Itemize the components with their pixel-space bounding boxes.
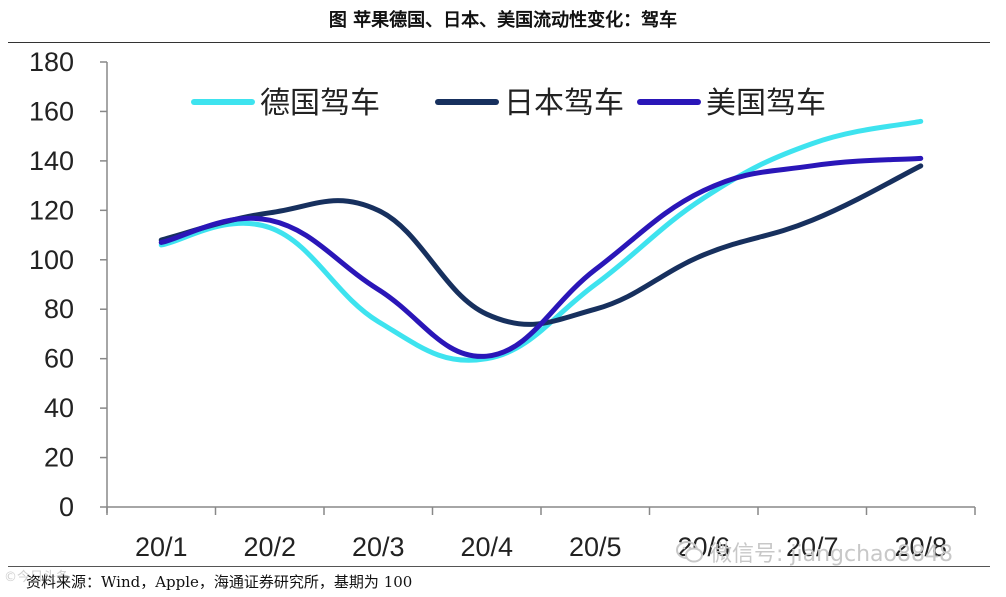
chart-title: 图 苹果德国、日本、美国流动性变化：驾车: [328, 10, 678, 31]
series-line: [158, 163, 924, 327]
legend-label: 德国驾车: [260, 86, 380, 121]
y-tick-label: 100: [29, 245, 74, 275]
y-tick-label: 180: [29, 47, 74, 77]
x-tick-label: 20/2: [243, 532, 296, 562]
source-note: 资料来源：Wind，Apple，海通证券研究所，基期为 100: [26, 573, 413, 591]
legend-label: 日本驾车: [504, 86, 624, 121]
y-tick-label: 140: [29, 146, 74, 176]
series-line: [158, 118, 924, 363]
y-tick-label: 0: [59, 492, 74, 522]
corner-watermark: ©今日头条: [4, 570, 70, 585]
series-line: [158, 155, 924, 359]
x-tick-label: 20/8: [894, 532, 947, 562]
x-tick-label: 20/7: [786, 532, 839, 562]
legend-label: 美国驾车: [706, 86, 826, 121]
bottom-divider: [8, 566, 990, 567]
x-tick-label: 20/3: [352, 532, 405, 562]
y-tick-label: 80: [44, 294, 74, 324]
y-tick-label: 120: [29, 195, 74, 225]
y-tick-label: 60: [44, 344, 74, 374]
x-tick-label: 20/4: [460, 532, 513, 562]
y-tick-label: 160: [29, 96, 74, 126]
wechat-icon: [676, 541, 703, 563]
watermark-text: 微信号: jiangchao8848: [710, 542, 953, 567]
y-tick-label: 40: [44, 393, 74, 423]
wechat-watermark: 微信号: jiangchao8848: [676, 536, 953, 568]
y-tick-label: 20: [44, 443, 74, 473]
x-tick-label: 20/5: [569, 532, 622, 562]
x-tick-label: 20/1: [135, 532, 188, 562]
top-divider: [8, 42, 990, 43]
